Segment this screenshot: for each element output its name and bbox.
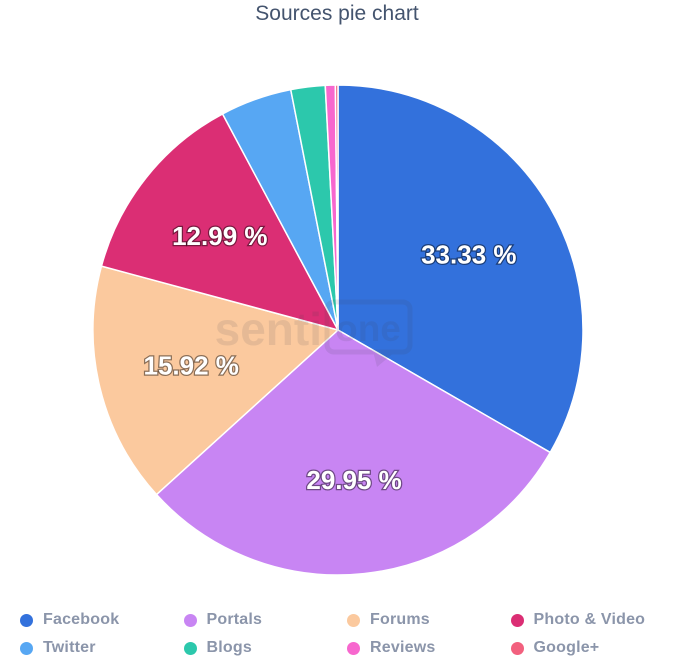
pie-svg: senti one 33.33 % 29.95 % 15.92 % 12.99 % xyxy=(92,84,584,576)
legend-item-forums[interactable]: Forums xyxy=(347,611,511,629)
watermark-text-left: senti xyxy=(215,303,322,355)
legend-item-reviews[interactable]: Reviews xyxy=(347,639,511,657)
legend-dot xyxy=(347,641,360,655)
legend-label: Facebook xyxy=(43,611,120,628)
legend-label: Portals xyxy=(206,611,263,628)
slice-labels: 33.33 % 29.95 % 15.92 % 12.99 % xyxy=(142,220,518,497)
legend-item-twitter[interactable]: Twitter xyxy=(20,639,184,657)
legend-label: Twitter xyxy=(43,639,96,656)
legend-dot xyxy=(347,613,360,627)
legend-label: Reviews xyxy=(370,639,436,656)
legend: Facebook Portals Forums Photo & Video Twitt… xyxy=(20,606,674,662)
slice-label-portals: 29.95 % xyxy=(306,465,401,495)
watermark: senti one xyxy=(215,299,413,367)
legend-item-blogs[interactable]: Blogs xyxy=(183,639,348,657)
slice-label-forums: 15.92 % xyxy=(143,350,238,380)
legend-row-1: Facebook Portals Forums Photo & Video xyxy=(20,606,674,634)
slice-label-photo-video: 12.99 % xyxy=(172,221,267,251)
legend-item-facebook[interactable]: Facebook xyxy=(20,611,184,629)
legend-label: Forums xyxy=(370,611,430,628)
pie-slice-google[interactable] xyxy=(334,84,339,331)
legend-item-photo-video[interactable]: Photo & Video xyxy=(510,611,674,629)
legend-dot xyxy=(183,641,197,655)
legend-label: Blogs xyxy=(206,639,252,656)
watermark-bubble-tail xyxy=(373,351,396,367)
legend-dot xyxy=(510,613,524,627)
legend-item-portals[interactable]: Portals xyxy=(183,611,348,629)
legend-label: Photo & Video xyxy=(533,611,646,628)
legend-dot xyxy=(183,613,197,627)
pie-slices xyxy=(92,84,584,576)
legend-dot xyxy=(20,641,33,655)
legend-dot xyxy=(510,641,524,655)
watermark-bubble xyxy=(324,299,413,355)
chart-title: Sources pie chart xyxy=(255,2,419,25)
pie-slice-forums[interactable] xyxy=(92,265,339,496)
legend-item-google[interactable]: Google+ xyxy=(510,639,674,657)
pie-slice-photo-video[interactable] xyxy=(100,113,339,331)
legend-dot xyxy=(20,613,33,627)
pie-slice-portals[interactable] xyxy=(155,329,551,576)
pie-chart: senti one 33.33 % 29.95 % 15.92 % 12.99 % xyxy=(92,84,584,576)
pie-slice-facebook[interactable] xyxy=(337,84,584,454)
slice-label-facebook: 33.33 % xyxy=(421,240,516,270)
watermark-text-bubble: one xyxy=(335,308,401,349)
legend-row-2: Twitter Blogs Reviews Google+ xyxy=(20,634,674,662)
legend-label: Google+ xyxy=(533,639,600,656)
